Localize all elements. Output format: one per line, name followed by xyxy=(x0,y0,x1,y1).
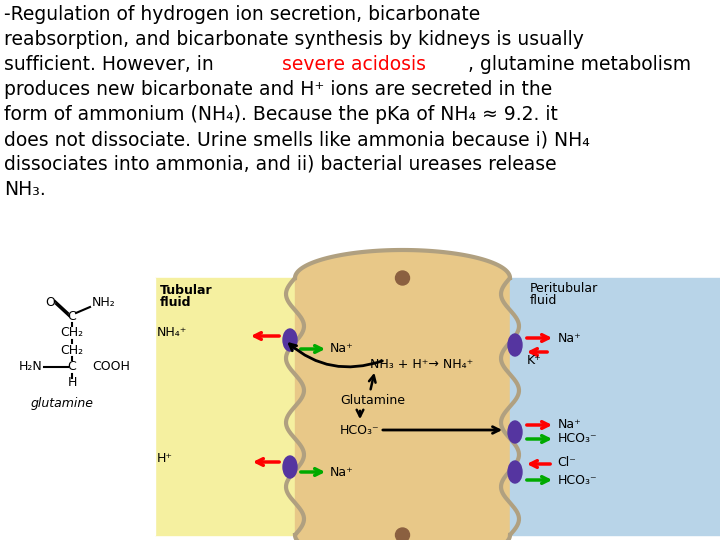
Text: sufficient. However, in: sufficient. However, in xyxy=(4,55,220,74)
Text: dissociates into ammonia, and ii) bacterial ureases release: dissociates into ammonia, and ii) bacter… xyxy=(4,155,557,174)
Text: NH₂: NH₂ xyxy=(92,296,116,309)
Ellipse shape xyxy=(508,461,522,483)
Circle shape xyxy=(395,271,410,285)
Text: form of ammonium (NH₄). Because the pKa of NH₄ ≈ 9.2. it: form of ammonium (NH₄). Because the pKa … xyxy=(4,105,558,124)
Circle shape xyxy=(395,528,410,540)
Text: H⁺: H⁺ xyxy=(157,451,173,464)
Text: fluid: fluid xyxy=(160,295,192,308)
Text: K⁺: K⁺ xyxy=(527,354,541,368)
Text: glutamine: glutamine xyxy=(30,396,94,409)
Text: -Regulation of hydrogen ion secretion, bicarbonate: -Regulation of hydrogen ion secretion, b… xyxy=(4,5,480,24)
Bar xyxy=(295,278,510,535)
Text: Na⁺: Na⁺ xyxy=(558,332,582,345)
Text: Glutamine: Glutamine xyxy=(340,394,405,407)
Text: Na⁺: Na⁺ xyxy=(330,342,354,355)
Text: C: C xyxy=(68,361,76,374)
Text: O: O xyxy=(45,296,55,309)
Text: severe acidosis: severe acidosis xyxy=(282,55,426,74)
Text: HCO₃⁻: HCO₃⁻ xyxy=(558,433,598,446)
Ellipse shape xyxy=(508,334,522,356)
Text: NH₃ + H⁺→ NH₄⁺: NH₃ + H⁺→ NH₄⁺ xyxy=(370,359,473,372)
Text: H: H xyxy=(67,376,77,389)
Polygon shape xyxy=(295,535,510,540)
Ellipse shape xyxy=(283,329,297,351)
Text: CH₂: CH₂ xyxy=(60,343,84,356)
Text: Tubular: Tubular xyxy=(160,284,212,296)
Text: NH₃.: NH₃. xyxy=(4,180,46,199)
Text: NH₄⁺: NH₄⁺ xyxy=(157,326,187,339)
Text: Cl⁻: Cl⁻ xyxy=(557,456,576,469)
Text: Na⁺: Na⁺ xyxy=(330,465,354,478)
Polygon shape xyxy=(295,250,510,278)
Text: H₂N: H₂N xyxy=(18,361,42,374)
Text: COOH: COOH xyxy=(92,361,130,374)
Ellipse shape xyxy=(283,456,297,478)
Text: does not dissociate. Urine smells like ammonia because i) NH₄: does not dissociate. Urine smells like a… xyxy=(4,130,590,149)
Text: fluid: fluid xyxy=(530,294,557,307)
Text: C: C xyxy=(68,310,76,323)
Text: produces new bicarbonate and H⁺ ions are secreted in the: produces new bicarbonate and H⁺ ions are… xyxy=(4,80,552,99)
Bar xyxy=(0,278,155,535)
Text: HCO₃⁻: HCO₃⁻ xyxy=(340,423,379,436)
Text: Na⁺: Na⁺ xyxy=(558,418,582,431)
Ellipse shape xyxy=(508,421,522,443)
Text: , glutamine metabolism: , glutamine metabolism xyxy=(468,55,691,74)
Text: reabsorption, and bicarbonate synthesis by kidneys is usually: reabsorption, and bicarbonate synthesis … xyxy=(4,30,584,49)
Bar xyxy=(510,278,720,535)
Bar xyxy=(155,278,295,535)
Text: CH₂: CH₂ xyxy=(60,327,84,340)
Text: Peritubular: Peritubular xyxy=(530,281,598,294)
Text: HCO₃⁻: HCO₃⁻ xyxy=(558,474,598,487)
